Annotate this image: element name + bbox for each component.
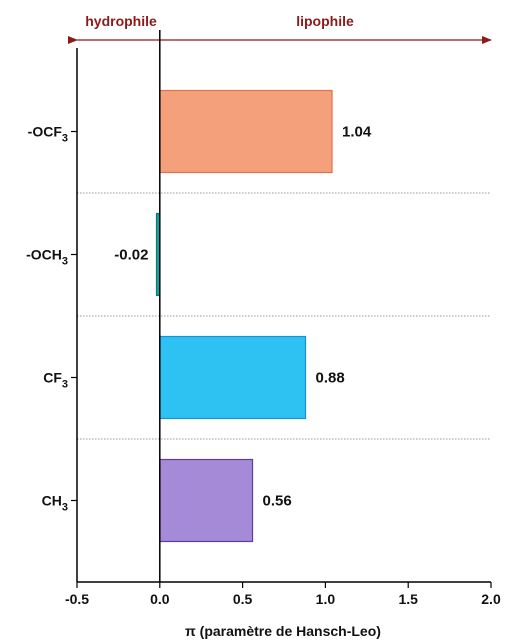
- bar: [159, 89, 333, 174]
- lipophile-label: lipophile: [296, 13, 354, 29]
- category-label: CH3: [42, 493, 68, 514]
- x-ticks-group: -0.5 0.0 0.5 1.0 1.5 2.0: [65, 48, 501, 607]
- value-label: 0.56: [263, 493, 292, 510]
- x-axis-title: π (paramètre de Hansch-Leo): [185, 623, 381, 639]
- value-labels-group: 1.04 -0.02 0.88 0.56: [114, 124, 372, 510]
- hydrophile-label: hydrophile: [85, 13, 157, 29]
- bar: [159, 335, 307, 420]
- bars-group: [155, 89, 333, 543]
- category-labels-group: -OCF3 -OCH3 CF3 CH3: [26, 124, 77, 514]
- category-label: -OCH3: [26, 247, 68, 268]
- x-tick-label: 0.0: [150, 591, 170, 607]
- x-tick-label: 1.5: [398, 591, 418, 607]
- value-label: -0.02: [114, 247, 148, 264]
- x-tick-label: 1.0: [316, 591, 336, 607]
- value-label: 0.88: [316, 370, 345, 387]
- category-separators: [77, 192, 491, 440]
- value-label: 1.04: [342, 124, 372, 141]
- x-tick-label: 2.0: [481, 591, 501, 607]
- bar: [159, 458, 254, 543]
- x-tick-label: 0.5: [233, 591, 253, 607]
- x-tick-label: -0.5: [65, 591, 89, 607]
- category-label: -OCF3: [28, 124, 68, 145]
- category-label: CF3: [43, 370, 68, 391]
